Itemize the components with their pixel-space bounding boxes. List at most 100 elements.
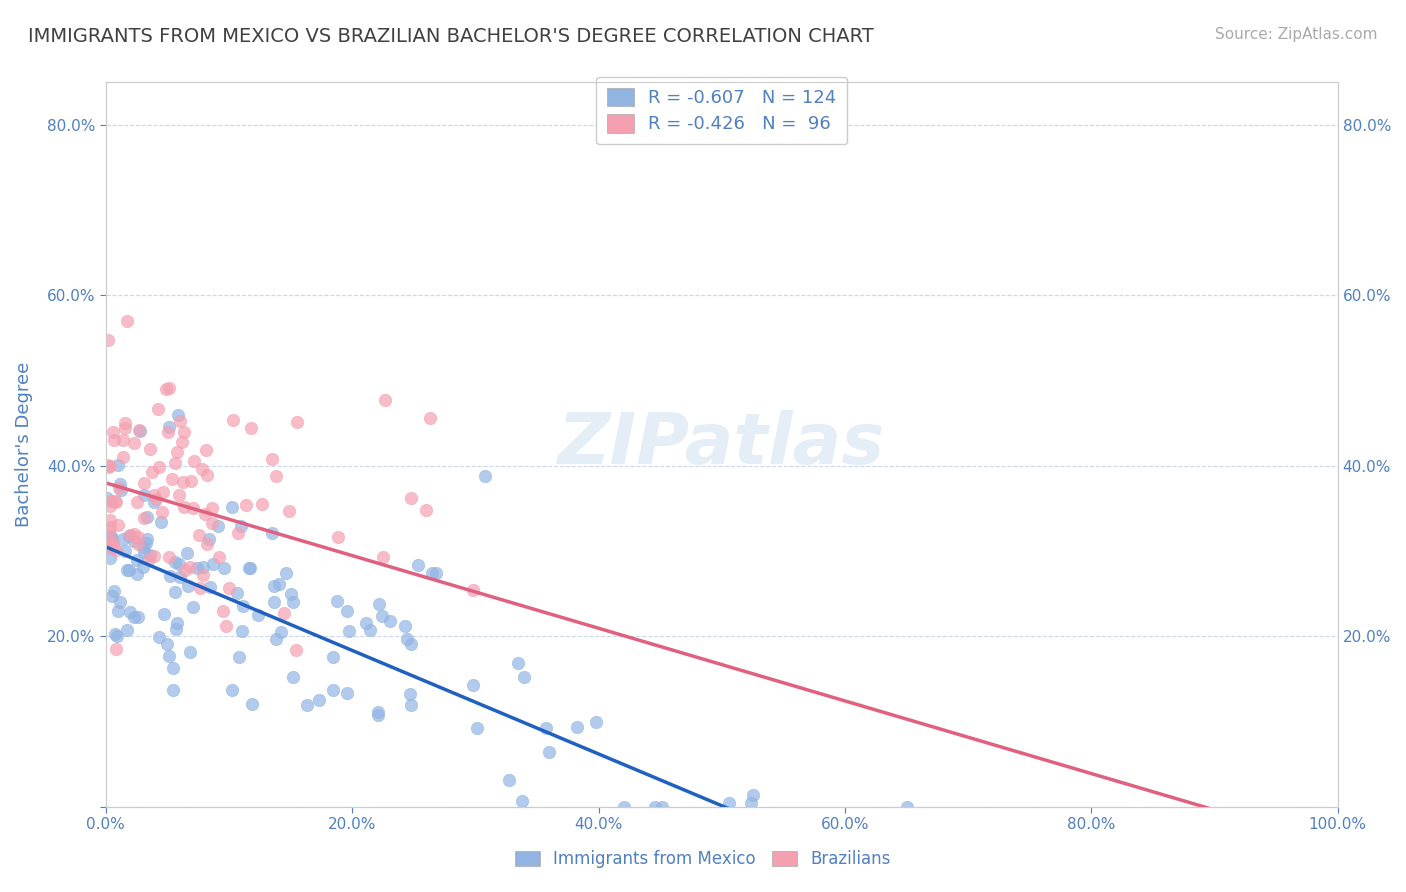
Point [179, 560, 201, 574]
Point [129, 424, 152, 438]
Point [142, 495, 165, 509]
Point [118, 528, 141, 542]
Point [114, 420, 136, 434]
Point [122, 527, 145, 541]
Point [367, 705, 389, 719]
Point [231, 624, 253, 638]
Point [125, 495, 148, 509]
Point [105, 629, 128, 643]
Point [127, 537, 149, 551]
Point [201, 501, 224, 516]
Point [141, 465, 163, 479]
Point [101, 590, 124, 604]
Point [565, 720, 588, 734]
Point [172, 435, 194, 450]
Point [191, 568, 214, 582]
Point [104, 494, 127, 508]
Point [153, 607, 176, 621]
Point [195, 536, 218, 550]
Point [127, 567, 149, 582]
Point [506, 656, 529, 670]
Point [226, 526, 249, 541]
Point [193, 559, 215, 574]
Point [169, 414, 191, 428]
Point [115, 623, 138, 637]
Point [240, 698, 263, 712]
Point [166, 615, 188, 630]
Point [166, 444, 188, 458]
Point [112, 450, 135, 465]
Point [132, 488, 155, 502]
Point [651, 800, 673, 814]
Point [101, 425, 124, 439]
Point [226, 586, 249, 600]
Point [100, 500, 122, 514]
Point [157, 419, 180, 434]
Point [135, 533, 157, 547]
Point [150, 515, 173, 529]
Point [285, 415, 308, 429]
Point [110, 483, 132, 498]
Point [354, 615, 377, 630]
Point [172, 475, 194, 489]
Point [221, 683, 243, 698]
Point [100, 513, 122, 527]
Point [463, 678, 485, 692]
Point [218, 581, 240, 595]
Point [374, 393, 396, 408]
Point [194, 442, 217, 457]
Point [179, 645, 201, 659]
Point [127, 530, 149, 544]
Point [155, 383, 177, 397]
Point [132, 475, 155, 490]
Point [263, 595, 285, 609]
Point [104, 641, 127, 656]
Point [104, 627, 127, 641]
Point [97, 523, 120, 537]
Point [538, 746, 561, 760]
Point [117, 563, 139, 577]
Point [467, 721, 489, 735]
Point [108, 482, 131, 496]
Point [167, 557, 190, 571]
Point [188, 528, 211, 542]
Point [107, 458, 129, 473]
Point [183, 453, 205, 467]
Point [150, 505, 173, 519]
Point [326, 530, 349, 544]
Point [162, 661, 184, 675]
Point [101, 540, 124, 554]
Point [156, 637, 179, 651]
Text: ZIPatlas: ZIPatlas [558, 410, 886, 479]
Legend: R = -0.607   N = 124, R = -0.426   N =  96: R = -0.607 N = 124, R = -0.426 N = 96 [596, 77, 848, 145]
Point [169, 570, 191, 584]
Point [145, 492, 167, 507]
Point [100, 529, 122, 543]
Point [188, 581, 211, 595]
Point [510, 794, 533, 808]
Point [295, 698, 318, 712]
Point [399, 637, 422, 651]
Point [322, 649, 344, 664]
Point [235, 499, 257, 513]
Legend: Immigrants from Mexico, Brazilians: Immigrants from Mexico, Brazilians [508, 844, 898, 875]
Point [132, 560, 155, 574]
Point [201, 557, 224, 571]
Point [273, 606, 295, 620]
Point [281, 595, 304, 609]
Point [117, 529, 139, 543]
Point [322, 683, 344, 698]
Point [198, 532, 221, 546]
Point [98, 551, 121, 566]
Point [146, 402, 169, 417]
Point [138, 551, 160, 566]
Text: IMMIGRANTS FROM MEXICO VS BRAZILIAN BACHELOR'S DEGREE CORRELATION CHART: IMMIGRANTS FROM MEXICO VS BRAZILIAN BACH… [28, 27, 875, 45]
Point [181, 599, 204, 614]
Point [135, 536, 157, 550]
Point [108, 476, 131, 491]
Point [96, 491, 118, 506]
Point [165, 622, 187, 636]
Point [148, 460, 170, 475]
Point [399, 698, 422, 713]
Point [167, 408, 190, 422]
